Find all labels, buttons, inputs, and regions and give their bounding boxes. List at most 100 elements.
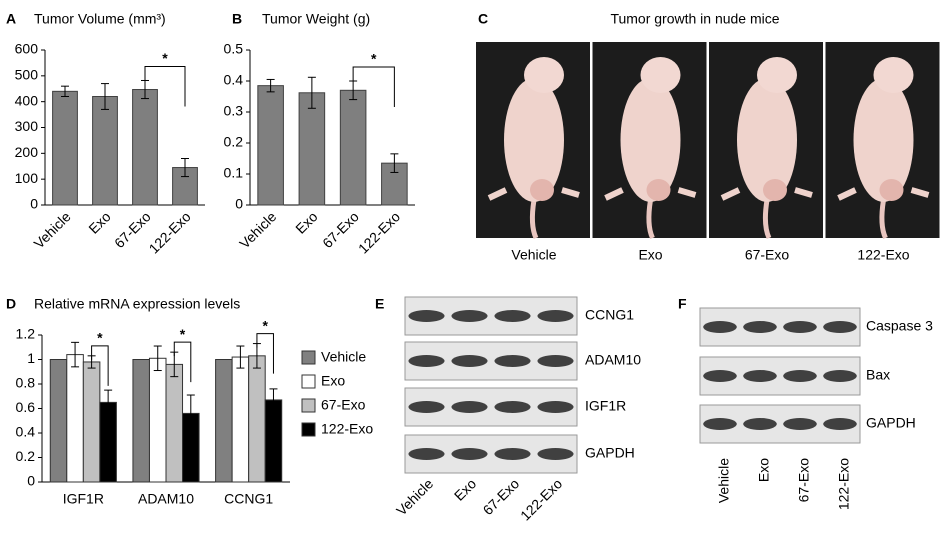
blot-band <box>451 310 488 322</box>
mouse-tail <box>879 199 888 240</box>
x-tick-label: 122-Exo <box>146 208 194 256</box>
mouse-head <box>873 57 914 93</box>
blot-band <box>703 418 737 430</box>
significance-label: * <box>262 317 268 333</box>
blot-band <box>783 321 817 333</box>
x-tick-label: IGF1R <box>63 491 104 507</box>
bar <box>132 89 158 206</box>
blot-band <box>451 401 488 413</box>
mouse-tail <box>529 199 539 240</box>
lane-label: Vehicle <box>716 458 732 503</box>
blot-band <box>408 448 445 460</box>
panel-label: E <box>375 296 384 312</box>
bar <box>52 90 78 206</box>
blot-band <box>537 355 574 367</box>
lane-label: 122-Exo <box>836 458 852 510</box>
blot-band <box>451 448 488 460</box>
blot-band <box>494 401 531 413</box>
significance-bracket <box>352 66 395 107</box>
significance-label: * <box>371 51 377 67</box>
error-bar <box>236 345 245 369</box>
y-tick-label: 0.1 <box>224 165 244 181</box>
tumor <box>763 179 787 201</box>
blot-band <box>494 355 531 367</box>
blot-band <box>451 355 488 367</box>
y-tick-label: 300 <box>15 118 39 134</box>
bar <box>49 359 68 483</box>
band-label: GAPDH <box>866 415 916 431</box>
panel-label: A <box>6 11 16 27</box>
panel-label: B <box>232 11 242 27</box>
mouse-legs <box>604 187 697 201</box>
y-tick-label: 0 <box>235 196 243 212</box>
bar <box>215 359 233 483</box>
x-tick-label: Exo <box>292 208 321 237</box>
y-tick-label: 0.2 <box>16 448 36 464</box>
band-label: CCNG1 <box>585 307 634 323</box>
significance-bracket <box>144 65 186 107</box>
panel-label: D <box>6 296 16 312</box>
band-label: Bax <box>866 367 890 383</box>
y-tick-label: 0.4 <box>16 424 36 440</box>
y-tick-label: 0.5 <box>224 41 244 57</box>
error-bar <box>307 76 316 109</box>
x-tick-label: CCNG1 <box>224 491 273 507</box>
y-tick-label: 1.2 <box>16 326 36 342</box>
blot-band <box>783 418 817 430</box>
error-bar <box>61 85 69 97</box>
band-label: ADAM10 <box>585 352 641 368</box>
y-tick-label: 0.6 <box>16 399 36 415</box>
mouse-legs <box>720 187 813 201</box>
band-label: Caspase 3 <box>866 318 933 334</box>
mouse-head <box>524 57 564 93</box>
mouse-tail <box>646 199 655 240</box>
significance-label: * <box>180 326 186 342</box>
chart-title: Tumor Volume (mm³) <box>34 11 166 27</box>
y-tick-label: 0.8 <box>16 375 36 391</box>
x-tick-label: ADAM10 <box>138 491 194 507</box>
significance-bracket <box>91 345 109 386</box>
y-tick-label: 100 <box>15 170 39 186</box>
mouse-body <box>737 78 797 202</box>
error-bar <box>186 394 195 433</box>
y-tick-label: 1 <box>27 350 35 366</box>
legend-swatch <box>301 398 316 413</box>
bar <box>148 357 167 483</box>
chart-title: Tumor Weight (g) <box>262 11 370 27</box>
blot-band <box>703 370 737 382</box>
lane-label: Exo <box>756 458 772 482</box>
blot-band <box>537 448 574 460</box>
y-tick-label: 200 <box>15 144 39 160</box>
y-tick-label: 0.2 <box>224 134 244 150</box>
legend-label: 67-Exo <box>321 397 366 413</box>
bar <box>66 354 84 483</box>
x-tick-label: Exo <box>85 208 114 237</box>
blot-band <box>408 355 445 367</box>
error-bar <box>71 341 80 368</box>
bar <box>257 85 284 206</box>
band-label: IGF1R <box>585 398 626 414</box>
y-tick-label: 600 <box>15 41 39 57</box>
error-bar <box>153 345 162 372</box>
lane-label: 67-Exo <box>480 475 523 518</box>
x-tick-label: Vehicle <box>30 208 73 251</box>
blot-band <box>743 370 777 382</box>
bar <box>264 399 283 483</box>
bar <box>339 89 367 206</box>
blot-band <box>703 321 737 333</box>
mouse-body <box>620 78 681 202</box>
mouse-body <box>504 78 564 202</box>
error-bar <box>390 153 399 173</box>
legend-swatch <box>301 374 316 389</box>
lane-label: Exo <box>451 475 480 504</box>
tumor <box>530 179 554 201</box>
bar <box>248 355 266 483</box>
error-bar <box>266 78 275 93</box>
lane-label: Vehicle <box>393 475 436 518</box>
legend-swatch <box>301 350 316 365</box>
bar <box>92 96 118 206</box>
y-tick-label: 0.4 <box>224 72 244 88</box>
blot-band <box>823 321 857 333</box>
tumor <box>646 179 671 201</box>
significance-label: * <box>162 50 168 66</box>
